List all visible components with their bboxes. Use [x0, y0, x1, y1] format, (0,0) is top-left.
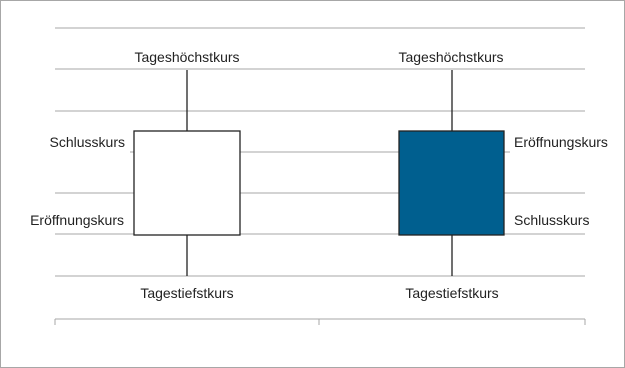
- candle-body: [133, 130, 241, 236]
- left-lower-side-label: Eröffnungskurs: [30, 212, 124, 228]
- right-high-label: Tageshöchstkurs: [398, 49, 503, 65]
- right-upper-side-label: Eröffnungskurs: [514, 134, 608, 150]
- left-upper-side-label: Schlusskurs: [50, 134, 125, 150]
- right-low-label: Tagestiefstkurs: [405, 285, 498, 301]
- bullish-candlestick: [133, 70, 241, 276]
- right-lower-side-label: Schlusskurs: [514, 212, 589, 228]
- left-low-label: Tagestiefstkurs: [140, 285, 233, 301]
- candle-body: [398, 130, 505, 236]
- bearish-candlestick: [398, 70, 505, 276]
- category-axis: [54, 318, 586, 325]
- left-high-label: Tageshöchstkurs: [134, 49, 239, 65]
